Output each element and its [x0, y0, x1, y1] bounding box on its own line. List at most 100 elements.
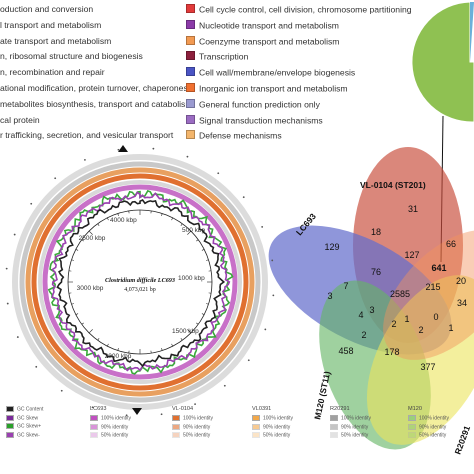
genome-map-legend: GC Content GC Skew GC Skew+ GC Skew- LC6…	[0, 398, 474, 474]
identity-legend-item: 50% identity	[252, 432, 293, 441]
cog-legend-label: Defense mechanisms	[199, 130, 282, 141]
identity-legend-item: 90% identity	[330, 423, 371, 433]
identity-legend-label: 100% identity	[263, 415, 294, 422]
scale-tick	[88, 329, 93, 334]
scale-tick	[117, 348, 119, 351]
cog-legend-label: metabolites biosynthesis, transport and …	[0, 98, 193, 109]
genome-ring	[38, 180, 242, 384]
venn-value: 3	[327, 291, 332, 301]
cog-legend-label: Signal transduction mechanisms	[199, 115, 323, 126]
venn-value: 2585	[390, 289, 410, 299]
cog-color-swatch	[186, 67, 195, 77]
gc-legend-label: GC Content	[17, 406, 44, 413]
genome-ring	[12, 154, 268, 410]
cog-color-swatch	[186, 35, 195, 45]
scale-tick	[171, 343, 173, 347]
identity-legend-label: 50% identity	[341, 432, 369, 439]
identity-legend-item: 100% identity	[252, 415, 293, 424]
scale-tick	[71, 259, 74, 261]
gc-legend-item: GC Content	[6, 406, 43, 415]
outer-marker-dot	[217, 172, 220, 175]
genome-tick-label: 3000 kbp	[77, 285, 104, 292]
cog-color-swatch	[186, 51, 195, 61]
gc-legend-label: GC Skew	[17, 414, 39, 421]
scale-tick	[196, 322, 199, 325]
scale-tick	[75, 313, 79, 315]
outer-marker-dot	[160, 413, 163, 416]
genome-tick-label: 2000 kbp	[105, 353, 132, 360]
venn-value: 1	[448, 323, 453, 333]
identity-legend-item: 100% identity	[172, 415, 213, 424]
venn-value: 66	[446, 239, 456, 249]
cog-legend-item: ational modification, protein turnover, …	[0, 83, 188, 93]
scale-tick	[180, 223, 183, 226]
identity-legend-item: 90% identity	[90, 423, 131, 433]
gc-legend-column: GC Content GC Skew GC Skew+ GC Skew-	[6, 406, 43, 440]
genome-tick-label: 500 kbp	[182, 227, 206, 234]
genome-map-size: 4,073,021 bp	[124, 287, 156, 293]
genome-tick-label: 2500 kbp	[79, 235, 106, 242]
cog-legend-label: Inorganic ion transport and metabolism	[199, 83, 348, 94]
venn-value: 34	[457, 298, 467, 308]
identity-color-box	[252, 415, 260, 421]
gc-legend-item: GC Skew	[6, 414, 43, 424]
identity-color-box	[330, 432, 338, 439]
identity-color-box	[252, 432, 260, 439]
scale-tick	[161, 348, 163, 351]
cog-legend-label: l transport and metabolism	[0, 19, 102, 30]
venn-ellipse-r20291	[366, 275, 474, 445]
outer-marker-dot	[5, 267, 8, 270]
cog-legend-item: Defense mechanisms	[186, 130, 282, 141]
venn-value: 7	[343, 281, 348, 291]
identity-legend-label: 100% identity	[341, 415, 372, 422]
identity-legend-label: 50% identity	[419, 432, 447, 439]
outer-marker-dot	[30, 202, 33, 205]
identity-legend-title: M120	[408, 406, 422, 412]
outer-marker-dot	[35, 365, 38, 368]
venn-value: 215	[425, 282, 440, 292]
scale-tick	[88, 230, 93, 235]
cog-pie-chart	[411, 1, 474, 263]
venn-value: 377	[420, 362, 435, 372]
outer-marker-dot	[84, 158, 86, 161]
venn-value: 2	[418, 325, 423, 335]
identity-color-box	[172, 423, 180, 430]
identity-legend-label: 90% identity	[101, 423, 129, 430]
identity-legend-column: R20291 100% identity 90% identity 50% ident…	[330, 406, 371, 441]
outer-marker-dot	[125, 414, 128, 417]
cog-legend-item: r trafficking, secretion, and vesicular …	[0, 130, 173, 140]
scale-tick	[71, 303, 74, 305]
identity-legend-column: M120 100% identity 90% identity 50% identit…	[408, 406, 449, 441]
venn-value: 127	[404, 250, 419, 260]
venn-value: 1	[404, 314, 409, 324]
genome-tick-label: 4000 kbp	[110, 217, 137, 224]
identity-legend-item: 100% identity	[408, 415, 449, 424]
gc-legend-item: GC Skew+	[6, 423, 43, 432]
identity-legend-label: 90% identity	[419, 423, 447, 430]
scale-tick	[187, 230, 192, 235]
identity-color-box	[90, 423, 98, 430]
cog-legend-label: Transcription	[199, 51, 249, 62]
outer-marker-dot	[261, 226, 264, 228]
scale-tick	[206, 303, 209, 305]
identity-color-box	[408, 432, 416, 439]
outer-marker-dot	[13, 233, 16, 236]
cog-legend-label: Coenzyme transport and metabolism	[199, 36, 340, 47]
venn-value: 4	[358, 310, 363, 320]
identity-legend-item: 50% identity	[90, 432, 131, 441]
genome-tick-label: 1000 kbp	[178, 275, 205, 282]
cog-legend-item: ate transport and metabolism	[0, 36, 111, 46]
cog-legend-label: r trafficking, secretion, and vesicular …	[0, 130, 174, 141]
scale-tick	[97, 338, 100, 341]
cog-legend-item: Cell wall/membrane/envelope biogenesis	[186, 67, 355, 78]
venn-diagram	[268, 147, 474, 450]
identity-legend-item: 90% identity	[252, 423, 293, 433]
identity-legend-label: 50% identity	[183, 432, 211, 439]
cog-legend-label: cal protein	[0, 114, 40, 125]
venn-value: 3	[369, 305, 374, 315]
outer-marker-dot	[271, 259, 274, 262]
venn-value: 18	[371, 227, 381, 237]
venn-value: 178	[384, 347, 399, 357]
gc-legend-label: GC Skew+	[17, 423, 42, 430]
